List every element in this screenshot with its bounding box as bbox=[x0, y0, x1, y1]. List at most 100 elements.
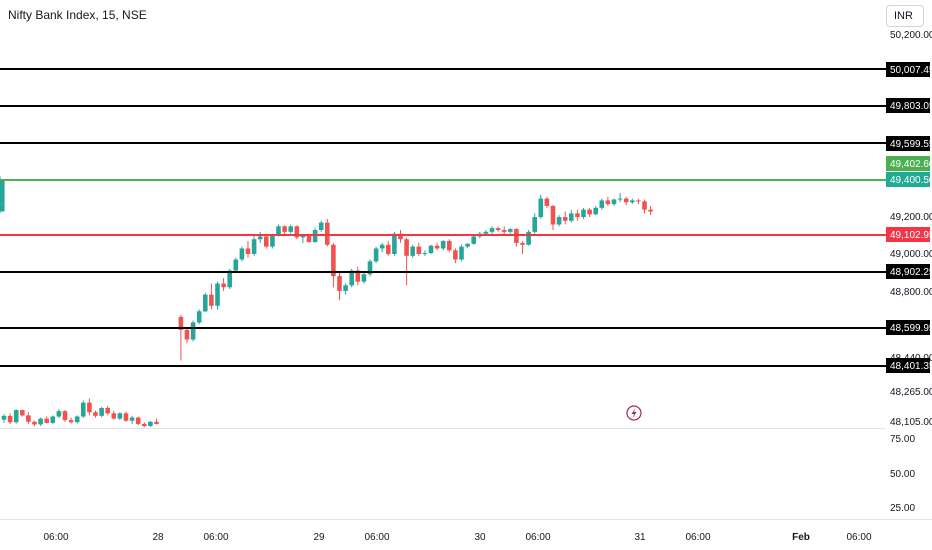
candle-body bbox=[459, 246, 464, 260]
candle-body bbox=[68, 420, 74, 423]
candle-body bbox=[62, 411, 68, 421]
candle-body bbox=[379, 244, 385, 249]
candle-body bbox=[337, 276, 342, 291]
candle-body bbox=[361, 274, 367, 282]
candle-body bbox=[1, 415, 7, 420]
candle-body bbox=[495, 228, 501, 230]
candle-body bbox=[538, 198, 544, 218]
level-label-box-red bbox=[886, 227, 930, 242]
candle-body bbox=[184, 329, 190, 340]
candle-body bbox=[294, 226, 300, 238]
candle-body bbox=[233, 259, 239, 271]
candle-body bbox=[636, 200, 641, 202]
candle-body bbox=[447, 241, 452, 251]
candle-body bbox=[276, 226, 281, 236]
candle-body bbox=[575, 213, 580, 218]
candle-body bbox=[386, 244, 391, 254]
candle-body bbox=[251, 239, 257, 254]
candle-body bbox=[81, 402, 86, 417]
price-tick: 48,105.00 bbox=[890, 417, 932, 428]
time-label: 30 bbox=[474, 532, 486, 543]
osc-tick: 75.00 bbox=[890, 434, 915, 445]
candle-body bbox=[32, 421, 37, 425]
candle-body bbox=[483, 231, 489, 234]
candle-body bbox=[26, 415, 31, 422]
candle-body bbox=[501, 230, 507, 232]
candle-body bbox=[489, 228, 495, 232]
level-label-box-green bbox=[886, 172, 930, 187]
candle-body bbox=[99, 408, 104, 416]
candle-body bbox=[117, 413, 123, 419]
candle-body bbox=[44, 418, 49, 423]
candle-body bbox=[508, 229, 513, 232]
time-label: 06:00 bbox=[364, 532, 389, 543]
candle-body bbox=[630, 200, 635, 203]
candle-body bbox=[245, 248, 251, 254]
level-label: 49,803.05 bbox=[890, 101, 932, 112]
candle-body bbox=[581, 209, 586, 218]
candle-body bbox=[318, 222, 324, 230]
time-label: 06:00 bbox=[846, 532, 871, 543]
candle-body bbox=[520, 242, 525, 245]
currency-button[interactable]: INR bbox=[886, 5, 924, 27]
candle-body bbox=[203, 294, 208, 312]
price-tick: 49,200.00 bbox=[890, 212, 932, 223]
candle-body bbox=[556, 217, 562, 225]
price-tick: 49,000.00 bbox=[890, 249, 932, 260]
candle-body bbox=[325, 222, 330, 245]
price-tick: 48,265.00 bbox=[890, 387, 932, 398]
candle-body bbox=[257, 236, 263, 240]
last-price-box bbox=[886, 156, 930, 171]
candle-body bbox=[355, 270, 361, 282]
candle-body bbox=[135, 417, 141, 424]
candle-body bbox=[288, 226, 293, 232]
osc-tick: 25.00 bbox=[890, 503, 915, 514]
level-label-box bbox=[886, 358, 930, 373]
candle-body bbox=[123, 413, 129, 421]
candle-body bbox=[111, 413, 117, 419]
candle-body bbox=[190, 322, 196, 340]
candle-body bbox=[410, 246, 415, 256]
candle-body bbox=[50, 416, 56, 423]
candle-body bbox=[20, 410, 25, 416]
candle-body bbox=[367, 261, 373, 275]
candle-body bbox=[196, 311, 202, 323]
candle-body bbox=[74, 416, 80, 423]
candle-body bbox=[428, 245, 434, 254]
time-label: 28 bbox=[152, 532, 164, 543]
candle-body bbox=[599, 200, 605, 208]
candle-body bbox=[593, 207, 598, 215]
price-tick: 48,800.00 bbox=[890, 287, 932, 298]
candle-body bbox=[154, 421, 159, 424]
level-label-box bbox=[886, 98, 930, 113]
candle-body bbox=[282, 226, 287, 232]
candle-body bbox=[227, 270, 232, 288]
candle-body bbox=[0, 204, 5, 212]
candle-body bbox=[562, 217, 568, 221]
candle-body bbox=[587, 209, 592, 215]
candle-body bbox=[373, 248, 379, 262]
time-label: 06:00 bbox=[43, 532, 68, 543]
level-label: 48,599.95 bbox=[890, 323, 932, 334]
candle-body bbox=[544, 198, 550, 206]
candle-body bbox=[142, 423, 147, 427]
candle-body bbox=[215, 283, 220, 306]
time-label: Feb bbox=[792, 532, 810, 543]
level-label-box bbox=[886, 320, 930, 335]
candle-body bbox=[440, 241, 446, 249]
level-label-box bbox=[886, 264, 930, 279]
level-label: 50,007.45 bbox=[890, 65, 932, 76]
candle-body bbox=[471, 236, 476, 244]
time-label: 29 bbox=[313, 532, 325, 543]
candle-body bbox=[7, 415, 13, 423]
candle-body bbox=[209, 294, 214, 306]
chart-title: Nifty Bank Index, 15, NSE bbox=[8, 8, 147, 22]
level-label: 48,401.35 bbox=[890, 361, 932, 372]
last-price-label: 49,402.60 bbox=[890, 159, 932, 170]
candle-body bbox=[611, 199, 617, 205]
candle-body bbox=[392, 233, 397, 254]
flash-event-icon[interactable] bbox=[626, 405, 642, 421]
levels-layer bbox=[0, 68, 886, 367]
candle-body bbox=[532, 217, 537, 232]
